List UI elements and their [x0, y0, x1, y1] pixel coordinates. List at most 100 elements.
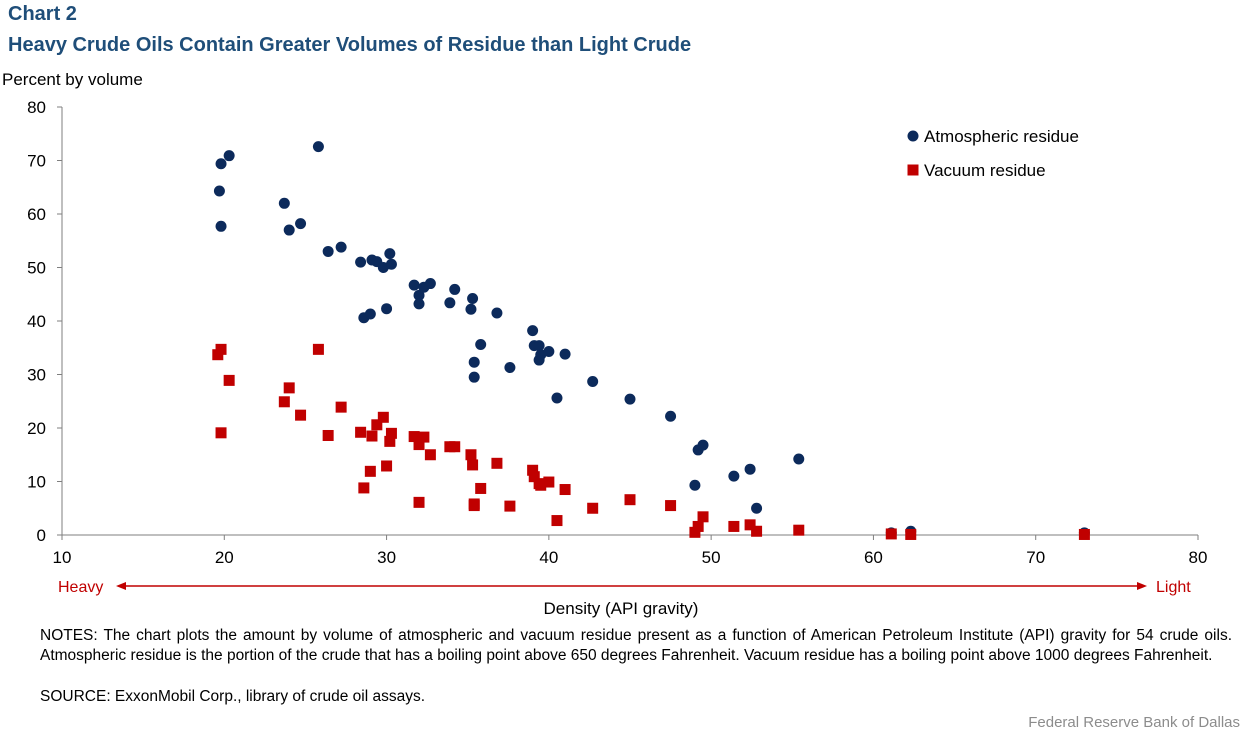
vacuum-residue-point — [504, 500, 516, 512]
y-tick-label: 10 — [27, 473, 46, 492]
vacuum-residue-point — [408, 431, 420, 443]
atmospheric-residue-point — [533, 354, 545, 366]
atmospheric-residue-point — [215, 220, 227, 232]
vacuum-residue-point — [312, 343, 324, 355]
vacuum-residue-point — [413, 496, 425, 508]
atmospheric-residue-point — [491, 307, 503, 319]
atmospheric-residue-point — [665, 410, 677, 422]
atmospheric-residue-point — [533, 340, 545, 352]
vacuum-residue-point — [465, 449, 477, 461]
vacuum-residue-point — [551, 515, 563, 527]
atmospheric-residue-point — [413, 298, 425, 310]
vacuum-residue-point — [793, 524, 805, 536]
x-tick-label: 40 — [539, 548, 558, 567]
vacuum-residue-point — [366, 430, 378, 442]
atmospheric-residue-point — [408, 279, 420, 291]
atmospheric-residue-point — [283, 224, 295, 236]
vacuum-residue-point — [413, 439, 425, 451]
data-points — [212, 141, 1090, 540]
heavy-label: Heavy — [58, 579, 103, 596]
vacuum-residue-point — [728, 520, 740, 532]
y-axis-label: Percent by volume — [2, 70, 143, 89]
y-tick-label: 80 — [27, 98, 46, 117]
y-tick-label: 0 — [37, 526, 46, 545]
atmospheric-residue-point — [559, 348, 571, 360]
vacuum-residue-point — [475, 482, 487, 494]
atmospheric-residue-point — [312, 141, 324, 153]
x-tick-label: 70 — [1026, 548, 1045, 567]
atmospheric-residue-point — [449, 283, 461, 295]
vacuum-residue-point — [491, 457, 503, 469]
vacuum-residue-point — [751, 525, 763, 537]
chart-title: Heavy Crude Oils Contain Greater Volumes… — [8, 34, 692, 56]
vacuum-residue-point — [377, 411, 389, 423]
vacuum-residue-point — [587, 502, 599, 514]
legend: Atmospheric residue Vacuum residue — [907, 127, 1079, 180]
vacuum-residue-point — [697, 511, 709, 523]
direction-arrow — [116, 582, 1147, 590]
atmospheric-residue-point — [587, 375, 599, 387]
legend-marker-vacuum — [907, 164, 919, 176]
y-tick-label: 20 — [27, 419, 46, 438]
x-tick-label: 10 — [53, 548, 72, 567]
atmospheric-residue-point — [527, 325, 539, 337]
vacuum-residue-point — [665, 500, 677, 512]
vacuum-residue-point — [418, 431, 430, 443]
vacuum-residue-point — [527, 464, 539, 476]
chart-label: Chart 2 — [8, 3, 77, 25]
vacuum-residue-point — [381, 460, 393, 472]
y-tick-label: 40 — [27, 312, 46, 331]
atmospheric-residue-point — [467, 293, 479, 305]
legend-label: Atmospheric residue — [924, 127, 1079, 146]
x-tick-label: 50 — [702, 548, 721, 567]
vacuum-residue-point — [905, 528, 917, 540]
vacuum-residue-point — [689, 526, 701, 538]
atmospheric-residue-point — [413, 289, 425, 301]
atmospheric-residue-point — [551, 392, 563, 404]
vacuum-residue-point — [535, 479, 547, 491]
vacuum-residue-point — [885, 528, 897, 540]
legend-marker-atmospheric — [907, 130, 919, 142]
scatter-chart: Percent by volume Density (API gravity) … — [2, 70, 1207, 618]
vacuum-residue-point — [1078, 528, 1090, 540]
light-label: Light — [1156, 579, 1191, 596]
source-text: SOURCE: ExxonMobil Corp., library of cru… — [40, 688, 426, 705]
atmospheric-residue-point — [278, 197, 290, 209]
vacuum-residue-point — [335, 401, 347, 413]
vacuum-residue-point — [449, 441, 461, 453]
vacuum-residue-point — [371, 419, 383, 431]
vacuum-residue-point — [744, 519, 756, 531]
atmospheric-residue-point — [295, 218, 307, 230]
atmospheric-residue-point — [385, 258, 397, 270]
atmospheric-residue-point — [728, 470, 740, 482]
vacuum-residue-point — [215, 427, 227, 439]
vacuum-residue-point — [322, 429, 334, 441]
atmospheric-residue-point — [444, 297, 456, 309]
atmospheric-residue-point — [213, 185, 225, 197]
vacuum-residue-point — [358, 482, 370, 494]
notes-text: NOTES: The chart plots the amount by vol… — [40, 627, 1232, 664]
atmospheric-residue-point — [475, 339, 487, 351]
vacuum-residue-point — [364, 465, 376, 477]
vacuum-residue-point — [424, 449, 436, 461]
atmospheric-residue-point — [468, 371, 480, 383]
x-tick-label: 80 — [1189, 548, 1208, 567]
x-tick-label: 20 — [215, 548, 234, 567]
vacuum-residue-point — [355, 426, 367, 438]
axes: 0 10 20 30 40 50 60 70 80 10 20 30 40 50 60 70 80 — [27, 98, 1207, 567]
legend-label: Vacuum residue — [924, 161, 1046, 180]
atmospheric-residue-point — [468, 356, 480, 368]
atmospheric-residue-point — [215, 158, 227, 170]
y-tick-label: 70 — [27, 152, 46, 171]
vacuum-residue-point — [283, 382, 295, 394]
vacuum-residue-point — [223, 374, 235, 386]
vacuum-residue-point — [559, 484, 571, 496]
atmospheric-residue-point — [504, 362, 516, 374]
atmospheric-residue-point — [793, 453, 805, 465]
atmospheric-residue-point — [364, 308, 376, 320]
atmospheric-residue-point — [223, 150, 235, 162]
atmospheric-residue-point — [751, 502, 763, 514]
y-tick-label: 50 — [27, 259, 46, 278]
vacuum-residue-point — [278, 396, 290, 408]
atmospheric-residue-point — [624, 393, 636, 405]
